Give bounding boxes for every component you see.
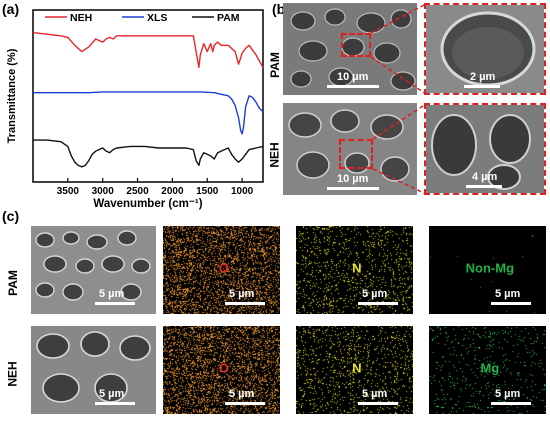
sem-b-pam-main: 10 µm xyxy=(283,3,417,95)
eds-dot-texture xyxy=(429,326,546,414)
sem-texture xyxy=(426,105,544,193)
sem-b-neh-zoom-frame xyxy=(424,103,546,195)
eds-dot-texture xyxy=(163,326,280,414)
series-line-neh xyxy=(32,31,264,69)
sem-texture xyxy=(31,326,156,414)
sem-texture xyxy=(426,5,544,93)
plot-frame xyxy=(32,9,264,183)
eds-dot-texture xyxy=(429,226,546,314)
series-line-pam xyxy=(33,139,264,168)
scale-bar xyxy=(466,185,502,188)
scale-label: 5 µm xyxy=(495,388,521,400)
eds-dot-texture xyxy=(296,326,413,414)
element-label: Mg xyxy=(480,360,500,376)
sem-b-neh-zoom: 4 µm xyxy=(426,105,544,193)
sem-texture xyxy=(283,103,417,195)
series-group xyxy=(32,31,264,168)
row-label-c-neh: NEH xyxy=(5,361,20,387)
scale-bar xyxy=(358,302,398,305)
legend: NEH XLS PAM xyxy=(45,12,240,24)
scale-bar xyxy=(95,302,135,305)
sem-texture xyxy=(31,226,156,314)
sem-texture xyxy=(283,3,417,95)
sem-b-pam-zoom: 2 µm xyxy=(426,5,544,93)
scale-bar xyxy=(491,302,531,305)
scale-label: 5 µm xyxy=(99,388,125,400)
element-label: O xyxy=(218,260,229,276)
x-axis-ticks: 3500 3000 2500 2000 1500 1000 xyxy=(57,178,254,197)
x-tick-label: 3500 xyxy=(57,186,80,197)
zoom-region-box xyxy=(339,139,373,169)
scale-bar xyxy=(358,402,398,405)
scale-bar xyxy=(95,402,135,405)
scale-label: 5 µm xyxy=(99,288,125,300)
scale-bar xyxy=(464,85,500,88)
element-label: Non-Mg xyxy=(465,260,515,276)
row-label-c-pam: PAM xyxy=(5,270,20,296)
ftir-chart: NEH XLS PAM 3500 3000 2500 2000 1500 1000 Waven… xyxy=(6,9,264,210)
x-tick-label: 2500 xyxy=(126,186,149,197)
x-tick-label: 2000 xyxy=(161,186,184,197)
scale-label: 4 µm xyxy=(472,171,498,183)
eds-dot-texture xyxy=(163,226,280,314)
scale-label: 5 µm xyxy=(229,288,255,300)
sem-b-pam-zoom-frame xyxy=(424,3,546,95)
eds-map-neh-mg: Mg 5 µm xyxy=(429,326,546,414)
scale-label: 10 µm xyxy=(337,71,369,83)
sem-c-pam: 5 µm xyxy=(31,226,156,314)
scale-bar xyxy=(491,402,531,405)
x-tick-label: 1000 xyxy=(231,186,254,197)
scale-label: 5 µm xyxy=(495,288,521,300)
y-axis-label: Transmittance (%) xyxy=(6,48,18,143)
scale-label: 5 µm xyxy=(362,288,388,300)
zoom-region-box xyxy=(341,33,371,57)
element-label: N xyxy=(352,360,362,376)
legend-label-neh: NEH xyxy=(70,12,92,24)
panel-label-c: (c) xyxy=(2,208,20,224)
eds-dot-texture xyxy=(296,226,413,314)
x-axis-label: Wavenumber (cm⁻¹) xyxy=(93,198,202,210)
scale-label: 5 µm xyxy=(229,388,255,400)
sem-c-neh: 5 µm xyxy=(31,326,156,414)
series-line-xls xyxy=(33,91,264,135)
x-tick-label: 3000 xyxy=(92,186,115,197)
scale-label: 10 µm xyxy=(337,173,369,185)
legend-label-xls: XLS xyxy=(147,12,167,24)
x-tick-label: 1500 xyxy=(196,186,219,197)
element-label: N xyxy=(352,260,362,276)
scale-bar xyxy=(225,402,265,405)
scale-label: 2 µm xyxy=(470,71,496,83)
scale-label: 5 µm xyxy=(362,388,388,400)
scale-bar xyxy=(327,187,379,190)
element-label: O xyxy=(218,360,229,376)
panel-label-a: (a) xyxy=(2,1,20,17)
eds-map-pam-non-mg: Non-Mg 5 µm xyxy=(429,226,546,314)
sem-b-neh-main: 10 µm xyxy=(283,103,417,195)
scale-bar xyxy=(225,302,265,305)
scale-bar xyxy=(327,85,379,88)
legend-label-pam: PAM xyxy=(217,12,240,24)
